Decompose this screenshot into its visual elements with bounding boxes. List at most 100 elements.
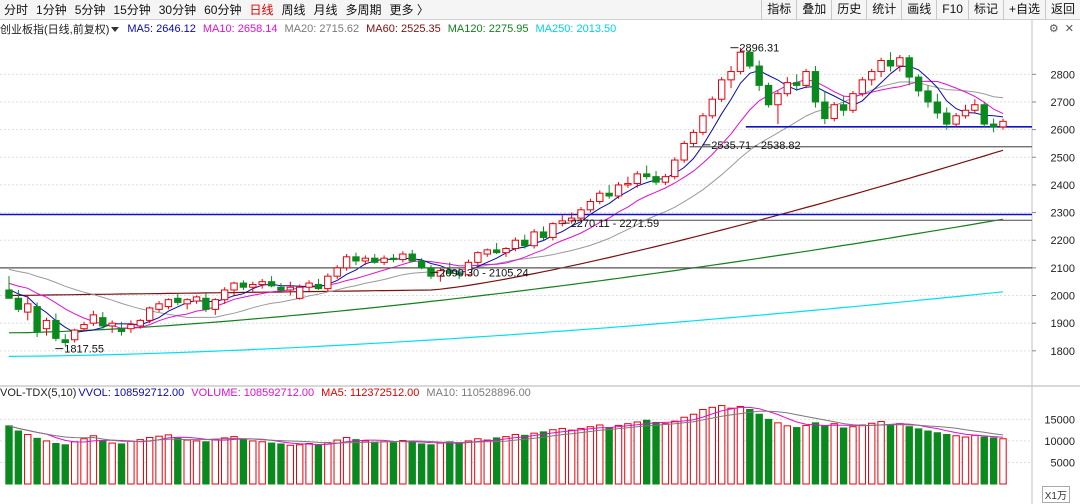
volume-bar[interactable] — [333, 439, 341, 485]
candle-body[interactable] — [849, 93, 857, 111]
volume-bar[interactable] — [605, 427, 613, 485]
candle-body[interactable] — [680, 142, 688, 161]
candle-body[interactable] — [14, 297, 23, 310]
candle-body[interactable] — [689, 131, 698, 144]
volume-bar[interactable] — [380, 441, 388, 485]
candle-body[interactable] — [464, 261, 473, 276]
candle-body[interactable] — [633, 173, 641, 185]
tool-button-2[interactable]: 历史 — [831, 0, 866, 20]
volume-bar[interactable] — [399, 439, 407, 485]
candle-body[interactable] — [192, 296, 201, 302]
candle-body[interactable] — [455, 272, 463, 276]
volume-bar[interactable] — [33, 437, 41, 485]
period-tab-5[interactable]: 60分钟 — [204, 3, 242, 17]
volume-bar[interactable] — [361, 440, 370, 485]
candle-body[interactable] — [24, 303, 32, 313]
volume-bar[interactable] — [661, 423, 670, 485]
candle-body[interactable] — [164, 299, 173, 308]
volume-bar[interactable] — [446, 441, 454, 485]
tool-button-8[interactable]: 返回 — [1044, 0, 1080, 20]
volume-bar[interactable] — [802, 424, 810, 485]
volume-bar[interactable] — [830, 423, 838, 485]
volume-bar[interactable] — [127, 440, 135, 485]
volume-bar[interactable] — [61, 444, 69, 485]
volume-bar[interactable] — [117, 443, 126, 485]
volume-bar[interactable] — [474, 438, 482, 485]
candle-body[interactable] — [952, 115, 960, 125]
volume-bar[interactable] — [136, 439, 144, 485]
candle-body[interactable] — [802, 71, 810, 86]
volume-bar[interactable] — [774, 422, 782, 485]
candle-body[interactable] — [99, 317, 107, 327]
volume-bar[interactable] — [896, 423, 904, 485]
tool-button-6[interactable]: 标记 — [967, 0, 1003, 20]
candle-body[interactable] — [699, 115, 707, 133]
volume-bar[interactable] — [596, 424, 604, 485]
volume-bar[interactable] — [155, 435, 163, 485]
volume-bar[interactable] — [849, 426, 857, 485]
volume-bar[interactable] — [70, 441, 79, 485]
candle-body[interactable] — [727, 71, 735, 81]
volume-bar[interactable] — [708, 406, 716, 485]
volume-bar[interactable] — [746, 408, 754, 485]
candle-body[interactable] — [230, 282, 238, 291]
volume-bar[interactable] — [689, 413, 698, 485]
volume-bar[interactable] — [427, 444, 435, 485]
candle-body[interactable] — [961, 109, 970, 117]
volume-bar[interactable] — [352, 439, 360, 485]
candle-body[interactable] — [830, 104, 838, 120]
volume-bar[interactable] — [89, 435, 98, 485]
candle-body[interactable] — [586, 201, 595, 211]
candle-body[interactable] — [33, 306, 41, 332]
volume-bar[interactable] — [886, 424, 895, 485]
volume-bar[interactable] — [783, 425, 792, 485]
volume-bar[interactable] — [267, 442, 276, 485]
candle-body[interactable] — [80, 324, 88, 330]
volume-bar[interactable] — [567, 429, 576, 485]
volume-bar[interactable] — [277, 443, 285, 485]
candle-body[interactable] — [989, 123, 998, 128]
candle-body[interactable] — [511, 239, 520, 250]
candle-body[interactable] — [427, 267, 435, 277]
volume-bar[interactable] — [202, 441, 210, 485]
period-tab-0[interactable]: 分时 — [4, 3, 29, 17]
volume-bar[interactable] — [736, 405, 745, 485]
period-tab-10[interactable]: 更多 〉 — [389, 3, 429, 17]
volume-bar[interactable] — [249, 440, 257, 485]
candle-body[interactable] — [483, 249, 491, 255]
volume-bar[interactable] — [586, 426, 595, 485]
volume-bar[interactable] — [80, 438, 88, 485]
period-tab-8[interactable]: 月线 — [313, 3, 338, 17]
candle-body[interactable] — [145, 307, 154, 321]
volume-bar[interactable] — [174, 437, 182, 485]
dropdown-icon[interactable] — [111, 26, 120, 32]
candle-body[interactable] — [249, 283, 257, 288]
volume-bar[interactable] — [642, 419, 651, 485]
candle-body[interactable] — [127, 324, 135, 330]
candle-body[interactable] — [5, 289, 13, 299]
candle-body[interactable] — [708, 98, 716, 117]
candle-body[interactable] — [342, 256, 351, 269]
volume-bar[interactable] — [933, 432, 942, 485]
candle-body[interactable] — [380, 257, 388, 263]
volume-bar[interactable] — [52, 443, 60, 485]
settings-gear-icon[interactable]: ⚙ — [1048, 23, 1059, 35]
volume-bar[interactable] — [989, 437, 998, 485]
volume-bar[interactable] — [821, 425, 829, 485]
candle-body[interactable] — [783, 82, 792, 95]
candle-body[interactable] — [652, 176, 660, 183]
candle-body[interactable] — [577, 209, 585, 219]
candle-body[interactable] — [258, 281, 266, 285]
candle-body[interactable] — [42, 319, 51, 330]
period-tab-3[interactable]: 15分钟 — [113, 3, 151, 17]
volume-bar[interactable] — [511, 433, 520, 485]
volume-bar[interactable] — [455, 442, 463, 485]
candle-body[interactable] — [821, 101, 829, 120]
candle-body[interactable] — [202, 297, 210, 310]
candle-body[interactable] — [933, 101, 942, 114]
candle-body[interactable] — [277, 286, 285, 291]
candle-body[interactable] — [717, 79, 726, 100]
volume-bar[interactable] — [717, 405, 726, 485]
volume-bar[interactable] — [952, 435, 960, 485]
volume-bar[interactable] — [220, 437, 229, 485]
